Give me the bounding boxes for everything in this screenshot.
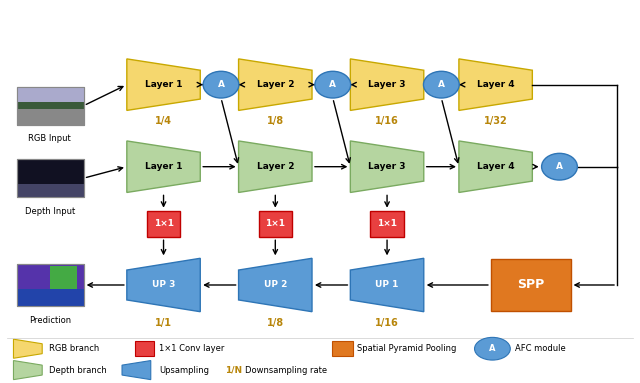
Polygon shape — [13, 339, 42, 358]
Text: Layer 2: Layer 2 — [257, 162, 294, 171]
Bar — [17, 184, 84, 197]
Text: Prediction: Prediction — [29, 316, 71, 324]
Polygon shape — [127, 141, 200, 192]
Text: Layer 4: Layer 4 — [477, 162, 515, 171]
Text: RGB Input: RGB Input — [29, 134, 71, 143]
Text: Upsampling: Upsampling — [159, 366, 209, 375]
Polygon shape — [459, 141, 532, 192]
Text: A: A — [489, 344, 495, 353]
Bar — [371, 211, 404, 237]
Polygon shape — [13, 360, 42, 380]
Text: Layer 1: Layer 1 — [145, 80, 182, 89]
Text: 1×1: 1×1 — [266, 219, 285, 228]
Bar — [332, 342, 353, 356]
Bar — [17, 87, 84, 102]
Polygon shape — [239, 59, 312, 110]
Polygon shape — [350, 258, 424, 312]
Text: UP 1: UP 1 — [376, 280, 399, 290]
Text: 1/8: 1/8 — [267, 318, 284, 328]
Text: 1×1: 1×1 — [154, 219, 173, 228]
Text: SPP: SPP — [517, 278, 545, 291]
Ellipse shape — [315, 71, 351, 98]
Bar — [147, 211, 180, 237]
Text: RGB branch: RGB branch — [49, 344, 99, 353]
Text: 1/1: 1/1 — [155, 318, 172, 328]
Text: 1×1 Conv layer: 1×1 Conv layer — [159, 344, 225, 353]
Text: 1/8: 1/8 — [267, 116, 284, 126]
Text: Layer 3: Layer 3 — [368, 162, 406, 171]
Bar — [17, 87, 84, 125]
Text: 1/32: 1/32 — [484, 116, 508, 126]
Bar — [17, 289, 84, 306]
Bar — [135, 342, 154, 356]
Bar — [491, 259, 571, 311]
Text: Layer 4: Layer 4 — [477, 80, 515, 89]
Bar — [17, 264, 84, 306]
Text: 1/16: 1/16 — [375, 116, 399, 126]
Polygon shape — [350, 141, 424, 192]
Text: 1×1: 1×1 — [377, 219, 397, 228]
Bar — [17, 87, 84, 125]
Text: A: A — [218, 80, 225, 89]
Ellipse shape — [424, 71, 460, 98]
Text: Depth Input: Depth Input — [25, 207, 75, 216]
Text: Layer 2: Layer 2 — [257, 80, 294, 89]
Ellipse shape — [474, 337, 510, 360]
Bar — [259, 211, 292, 237]
Polygon shape — [122, 360, 151, 380]
Ellipse shape — [541, 153, 577, 180]
Polygon shape — [459, 59, 532, 110]
Bar — [17, 264, 84, 306]
Text: A: A — [556, 162, 563, 171]
Text: 1/16: 1/16 — [375, 318, 399, 328]
Text: 1/N: 1/N — [225, 366, 243, 375]
Text: UP 3: UP 3 — [152, 280, 175, 290]
Bar — [17, 159, 84, 197]
Text: Layer 3: Layer 3 — [368, 80, 406, 89]
Text: Layer 1: Layer 1 — [145, 162, 182, 171]
Text: Spatial Pyramid Pooling: Spatial Pyramid Pooling — [357, 344, 456, 353]
Text: A: A — [329, 80, 336, 89]
Bar — [17, 110, 84, 125]
Text: Downsampling rate: Downsampling rate — [244, 366, 327, 375]
Polygon shape — [239, 258, 312, 312]
Bar — [50, 266, 77, 289]
Polygon shape — [127, 258, 200, 312]
Text: 1/4: 1/4 — [155, 116, 172, 126]
Polygon shape — [350, 59, 424, 110]
Text: AFC module: AFC module — [515, 344, 566, 353]
Polygon shape — [239, 141, 312, 192]
Text: UP 2: UP 2 — [264, 280, 287, 290]
Ellipse shape — [203, 71, 239, 98]
Text: A: A — [438, 80, 445, 89]
Bar — [17, 159, 84, 197]
Polygon shape — [127, 59, 200, 110]
Text: Depth branch: Depth branch — [49, 366, 106, 375]
